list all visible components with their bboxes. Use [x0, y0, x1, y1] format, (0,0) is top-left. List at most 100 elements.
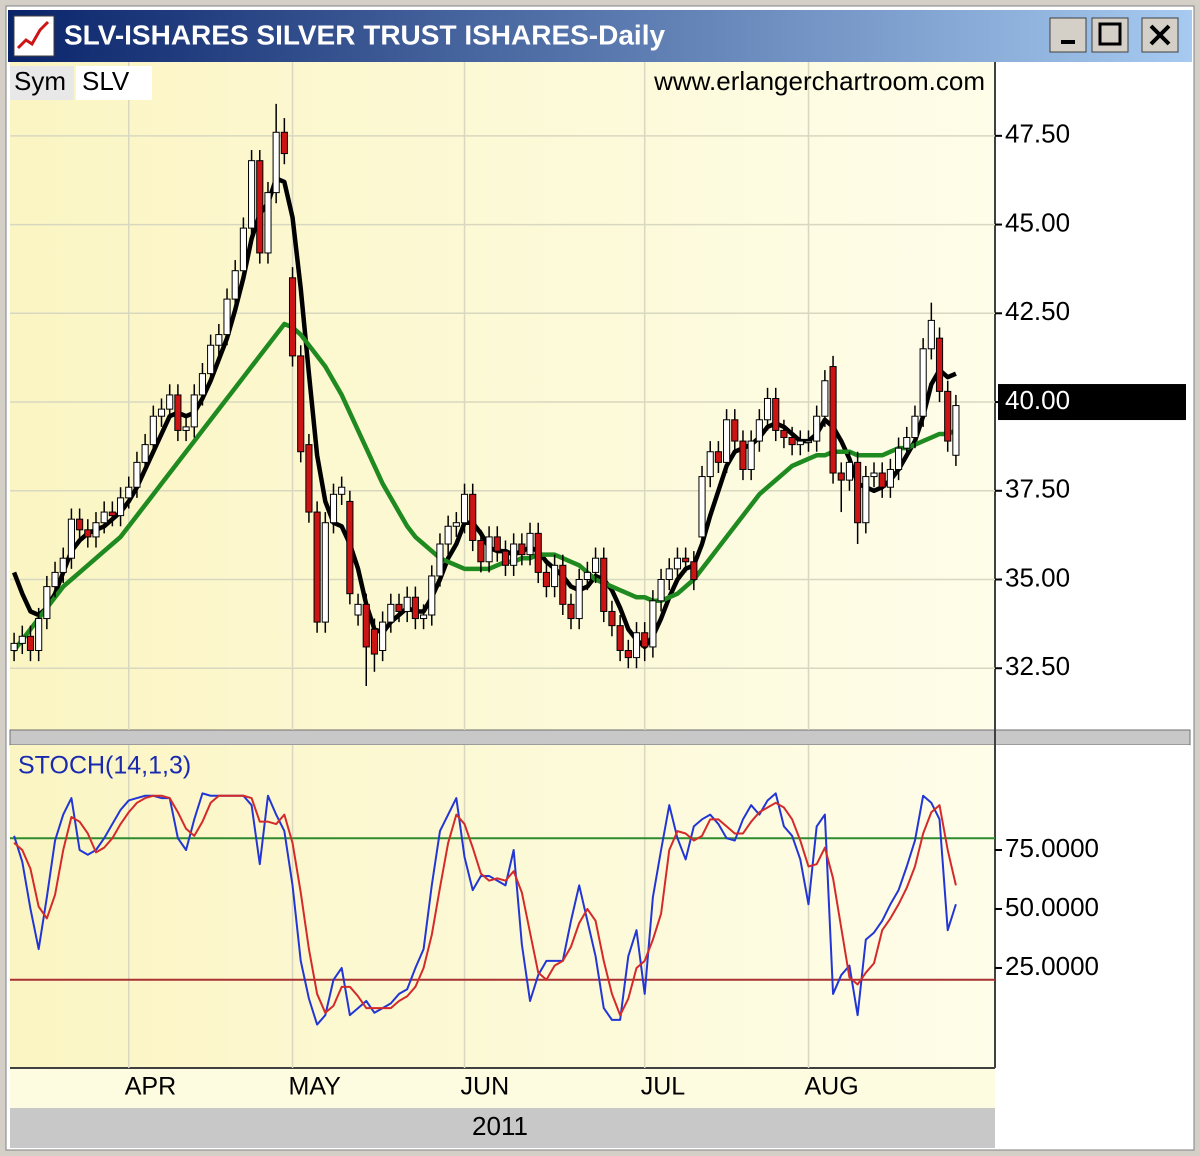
candle-body [813, 415, 821, 442]
stoch-plot-area [10, 745, 995, 1068]
app-icon [13, 15, 55, 57]
stoch-axis-area [995, 745, 1190, 1068]
candle-body [591, 557, 600, 573]
x-tick-label: JUL [641, 1073, 686, 1101]
candle-body [215, 334, 223, 346]
symbol-label-box [10, 66, 74, 100]
candle-body [207, 344, 215, 375]
candle-body [477, 539, 485, 563]
candle-body [804, 440, 813, 444]
candle-body [927, 319, 935, 350]
candle-body [125, 486, 133, 499]
candle-body [460, 493, 469, 524]
stoch-title: STOCH(14,1,3) [18, 752, 191, 780]
candle-body [526, 532, 534, 556]
candle-body [403, 596, 411, 612]
candle-body [780, 429, 788, 439]
candle-body [763, 397, 772, 421]
candle-body [772, 397, 780, 431]
candle-body [346, 500, 354, 595]
candle-body [166, 394, 174, 410]
candle-body [264, 192, 272, 254]
date-axis-area [10, 1068, 995, 1108]
candle-body [878, 472, 886, 488]
candle-body [731, 419, 739, 442]
candle-body [747, 440, 755, 470]
candle-body [690, 561, 698, 581]
candle-body [919, 348, 927, 417]
candle-body [870, 472, 878, 478]
candle-body [649, 600, 657, 648]
moving-average-line [11, 176, 957, 650]
x-tick-label: AUG [804, 1073, 858, 1101]
candle-body [673, 557, 682, 570]
candle-body [43, 586, 51, 620]
candle-body [600, 557, 608, 612]
symbol-label: Sym [14, 66, 66, 96]
candle-body [395, 603, 403, 612]
candle-body [739, 440, 747, 470]
candle-body [297, 355, 305, 453]
current-price-box [998, 384, 1186, 421]
candle-body [698, 476, 706, 538]
symbol-box [76, 66, 152, 100]
title-bar [8, 10, 1192, 62]
candle-body [829, 366, 837, 474]
candle-body [895, 447, 903, 470]
panel-separator [9, 729, 1191, 746]
minimize-button[interactable] [1049, 17, 1087, 53]
minimize-icon [1061, 40, 1075, 44]
stochastic-line [13, 794, 957, 1017]
y-tick-label: 45.00 [1005, 207, 1070, 237]
candle-body [26, 635, 35, 651]
candle-body [862, 476, 870, 524]
candle-body [420, 614, 428, 620]
candle-body [305, 444, 313, 513]
candle-body [329, 493, 338, 524]
candle-body [198, 373, 207, 396]
candle-body [411, 596, 419, 620]
candle-body [641, 632, 649, 648]
candle-body [436, 543, 444, 577]
candle-body [444, 525, 452, 545]
maximize-icon [1098, 22, 1122, 46]
candle-body [821, 380, 829, 417]
y-tick-label: 32.50 [1005, 651, 1070, 681]
candle-body [10, 642, 18, 651]
candle-body [837, 472, 845, 481]
candle-body [714, 451, 722, 463]
symbol: SLV [82, 66, 130, 96]
candle-body [116, 497, 125, 517]
candle-body [280, 131, 288, 155]
candle-body [665, 568, 673, 581]
candle-body [157, 408, 166, 417]
plot-layer: APR MAY JUN JUL AUG 32.50 35.00 37.50 40.00 42.50… [10, 62, 1186, 1101]
candle-body [624, 649, 632, 659]
year-bar [10, 1108, 995, 1148]
candle-body [387, 603, 395, 623]
candle-body [256, 160, 264, 254]
candle-body [952, 405, 960, 456]
candle-body [723, 419, 731, 463]
x-tick-label: JUN [461, 1073, 510, 1101]
candle-body [616, 625, 624, 651]
candle-body [534, 532, 542, 573]
candle-body [657, 579, 665, 602]
candle-body [288, 277, 297, 357]
candle-body [567, 603, 575, 620]
window-title: SLV-ISHARES SILVER TRUST ISHARES-Daily [64, 19, 665, 50]
watermark: www.erlangerchartroom.com [653, 66, 985, 96]
candle-body [583, 571, 591, 581]
candle-body [379, 621, 387, 651]
candle-body [92, 522, 100, 538]
candle-body [223, 298, 231, 336]
candle-body [100, 511, 108, 524]
window-buttons[interactable] [1049, 17, 1179, 53]
year-label: 2011 [472, 1111, 528, 1141]
y-tick-label: 35.00 [1005, 562, 1070, 592]
candle-body [518, 543, 526, 556]
candle-body [35, 618, 43, 651]
candle-body [59, 557, 67, 573]
y-tick-label: 25.0000 [1005, 951, 1099, 981]
